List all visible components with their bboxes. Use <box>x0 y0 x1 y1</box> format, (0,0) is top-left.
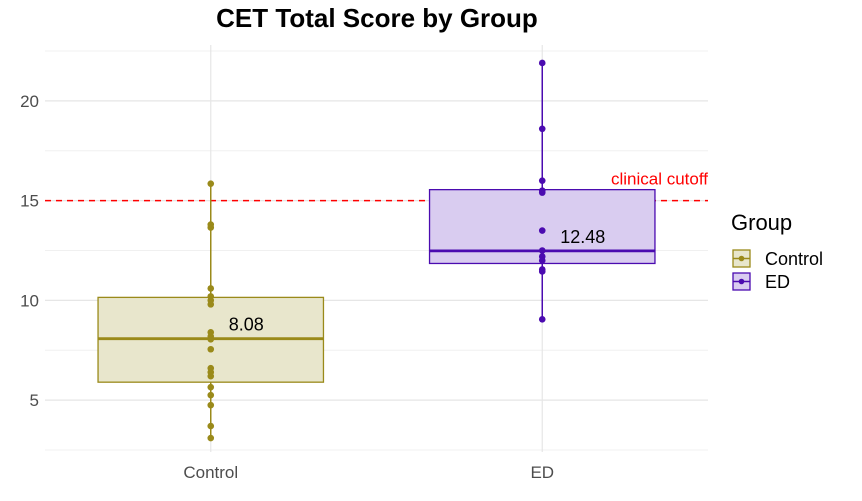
data-point <box>538 227 546 234</box>
data-point <box>538 189 546 196</box>
legend-key-point <box>738 278 745 285</box>
x-tick-label: Control <box>183 463 238 482</box>
box-ed: 12.48 <box>428 59 656 323</box>
legend-label: Control <box>765 249 823 269</box>
x-tick-label: ED <box>530 463 554 482</box>
legend: Group Control ED <box>731 210 823 292</box>
data-point <box>538 177 546 184</box>
chart-title: CET Total Score by Group <box>216 3 538 33</box>
data-point <box>538 125 546 133</box>
data-point <box>207 224 215 231</box>
median-label: 12.48 <box>560 227 605 247</box>
reference-line-label: clinical cutoff <box>611 170 708 189</box>
data-point <box>207 345 215 353</box>
data-point <box>538 247 546 254</box>
data-point <box>207 391 215 399</box>
data-point <box>538 59 546 67</box>
data-point <box>207 422 215 430</box>
data-point <box>207 180 215 187</box>
data-point <box>207 401 215 409</box>
x-axis: Control ED <box>183 463 554 482</box>
data-point <box>207 335 215 343</box>
data-point <box>207 434 215 442</box>
data-point <box>538 268 546 275</box>
data-point <box>538 257 546 264</box>
y-tick-label: 15 <box>20 192 39 211</box>
y-tick-label: 20 <box>20 92 39 111</box>
box-control: 8.08 <box>97 180 325 442</box>
y-tick-label: 10 <box>20 291 39 310</box>
y-axis: 5 10 15 20 <box>20 92 39 410</box>
legend-key-point <box>738 255 745 262</box>
legend-title: Group <box>731 210 792 235</box>
median-label: 8.08 <box>229 315 264 335</box>
legend-item-ed: ED <box>732 272 790 292</box>
data-point <box>207 301 215 308</box>
legend-label: ED <box>765 272 790 292</box>
boxes-group: 8.08 12.48 <box>97 59 656 442</box>
y-tick-label: 5 <box>30 391 39 410</box>
data-point <box>207 372 215 380</box>
data-point <box>207 285 215 292</box>
data-point <box>207 383 215 391</box>
data-point <box>538 316 546 323</box>
legend-item-control: Control <box>732 249 823 269</box>
